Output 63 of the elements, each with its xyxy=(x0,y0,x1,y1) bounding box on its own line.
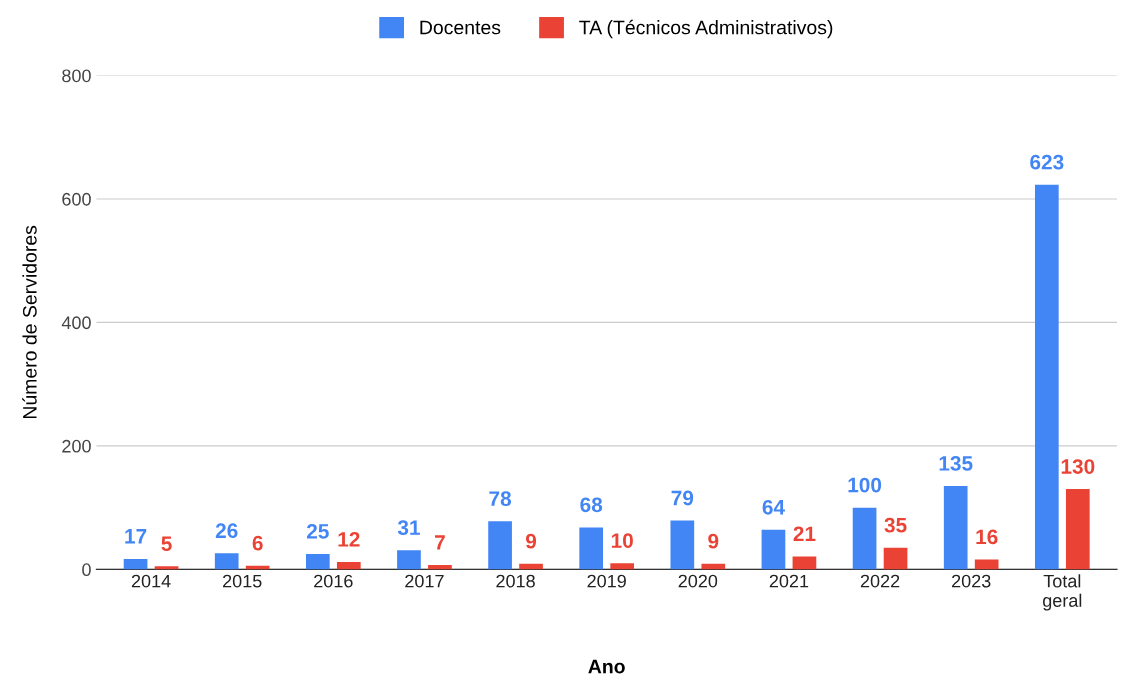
data-label: 35 xyxy=(884,517,907,533)
bar xyxy=(154,566,179,570)
data-label: 10 xyxy=(611,533,633,548)
x-tick-label: 2018 xyxy=(496,574,535,588)
bar xyxy=(397,550,421,570)
data-label: 26 xyxy=(215,523,238,539)
data-label: 78 xyxy=(489,491,512,506)
data-label: 17 xyxy=(125,529,147,544)
data-label: 16 xyxy=(976,529,998,545)
bar xyxy=(670,520,695,570)
bar xyxy=(1065,489,1090,570)
data-label: 79 xyxy=(671,490,694,506)
y-tick-label: 200 xyxy=(62,439,91,453)
bar xyxy=(792,556,817,570)
legend-label: TA (Técnicos Administrativos) xyxy=(579,19,833,39)
bar xyxy=(428,565,452,570)
x-tick-label: 2016 xyxy=(314,574,353,588)
x-tick-label: 2019 xyxy=(587,574,626,588)
bar xyxy=(974,559,999,570)
data-label: 5 xyxy=(161,536,172,552)
bar xyxy=(214,553,239,570)
data-label: 68 xyxy=(580,497,603,513)
data-label: 130 xyxy=(1061,459,1095,474)
x-tick-label: 2021 xyxy=(769,574,809,588)
bar xyxy=(852,507,877,570)
bar xyxy=(610,563,635,570)
bar xyxy=(761,529,786,570)
data-label: 6 xyxy=(252,535,263,551)
data-label: 31 xyxy=(397,520,420,536)
data-label: 7 xyxy=(435,535,445,550)
y-tick-label: 600 xyxy=(62,192,91,206)
bar xyxy=(488,521,512,570)
x-tick-label: 2020 xyxy=(678,574,718,588)
data-label: 64 xyxy=(762,499,785,515)
x-tick-label: 2014 xyxy=(131,574,171,588)
x-tick-label: 2022 xyxy=(860,574,900,588)
bar xyxy=(336,561,361,570)
data-label: 9 xyxy=(708,533,719,549)
data-label: 623 xyxy=(1030,154,1064,170)
x-tick-label: Total geral xyxy=(1043,574,1082,611)
y-tick-label: 400 xyxy=(61,316,91,330)
bar xyxy=(519,563,543,570)
x-axis-title: Ano xyxy=(588,659,625,674)
bar xyxy=(701,563,726,570)
bar xyxy=(943,486,968,570)
x-tick-label: 2015 xyxy=(223,574,262,588)
y-tick-label: 800 xyxy=(62,69,91,83)
x-tick-label: 2017 xyxy=(405,574,444,588)
legend-label: Docentes xyxy=(420,20,501,35)
bar xyxy=(1034,184,1059,570)
data-label: 100 xyxy=(848,477,882,493)
data-label: 9 xyxy=(525,533,537,549)
x-tick-label: 2023 xyxy=(952,574,991,588)
bar xyxy=(305,553,330,570)
data-label: 25 xyxy=(306,523,329,539)
y-tick-label: 0 xyxy=(82,563,91,577)
data-label: 135 xyxy=(939,456,973,471)
bar xyxy=(579,527,604,570)
data-label: 12 xyxy=(338,531,360,547)
y-axis-title: Número de Servidores xyxy=(22,225,37,419)
data-label: 21 xyxy=(793,526,816,541)
bar xyxy=(883,547,908,570)
bar xyxy=(123,558,148,570)
